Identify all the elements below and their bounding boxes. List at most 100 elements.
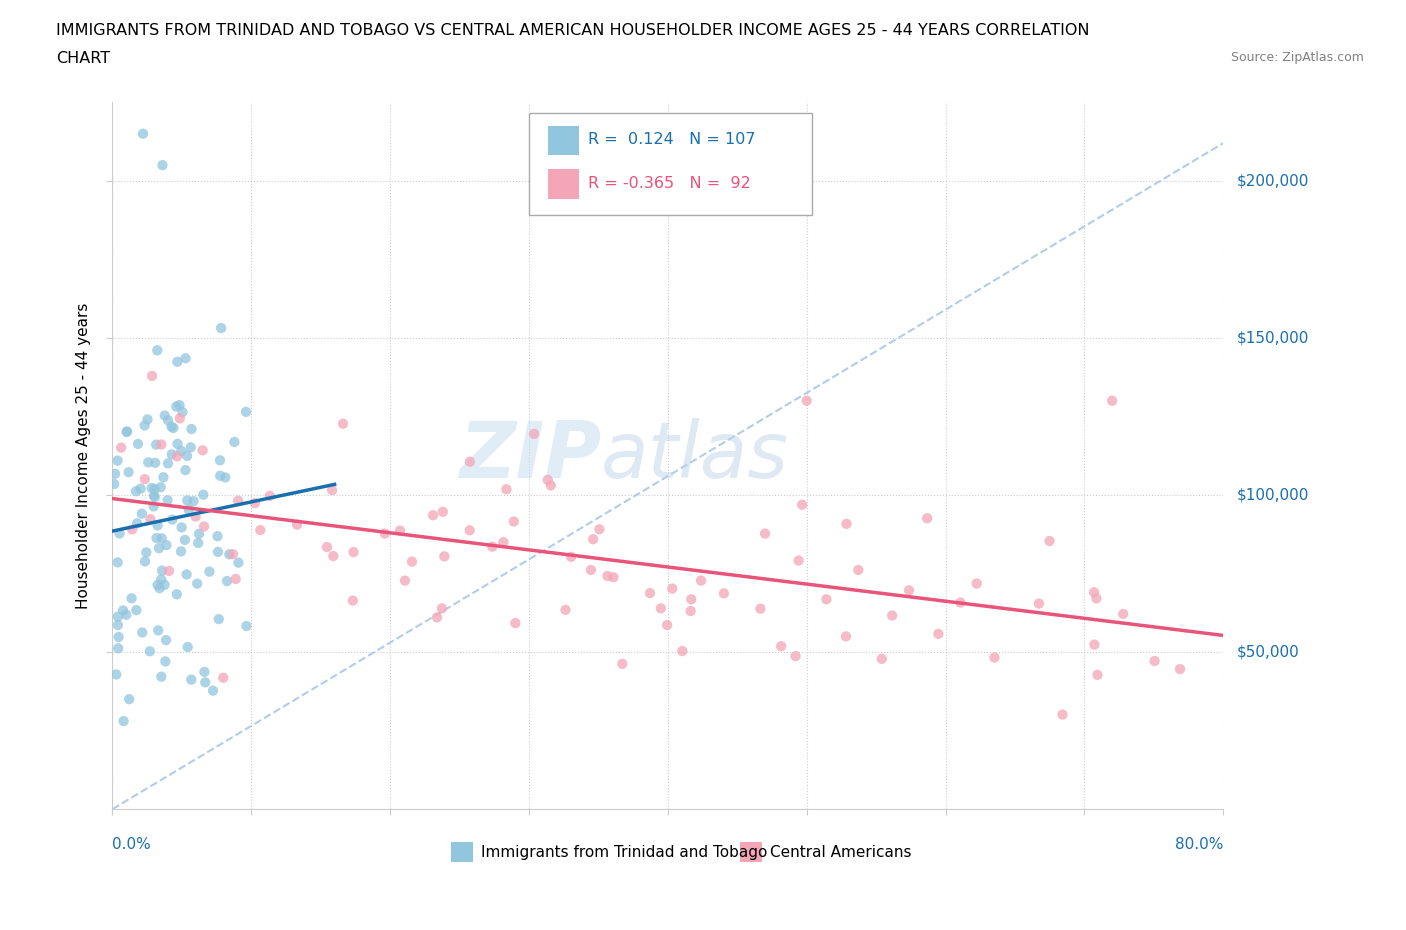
Point [198,565,221,579]
Text: 0.0%: 0.0% [112,837,152,853]
Point [142,499,165,514]
Point [170,544,193,559]
Point [374,526,396,541]
Point [139,512,162,526]
Point [927,627,949,642]
FancyBboxPatch shape [529,113,813,216]
Point [150,572,173,587]
Point [160,447,183,462]
Text: Source: ZipAtlas.com: Source: ZipAtlas.com [1230,51,1364,64]
Point [152,470,174,485]
Bar [548,169,579,199]
Point [388,524,411,538]
Point [983,650,1005,665]
Point [243,496,266,511]
Point [209,469,232,484]
Point [215,574,238,589]
Point [132,126,155,141]
Point [207,529,229,544]
Point [787,553,810,568]
Point [105,667,128,682]
Point [136,412,159,427]
Text: IMMIGRANTS FROM TRINIDAD AND TOBAGO VS CENTRAL AMERICAN HOUSEHOLDER INCOME AGES : IMMIGRANTS FROM TRINIDAD AND TOBAGO VS C… [56,23,1090,38]
Point [145,531,167,546]
Point [259,488,281,503]
Point [754,526,776,541]
Point [107,453,129,468]
Point [150,564,173,578]
Point [1168,661,1191,676]
Point [143,456,166,471]
Point [174,462,197,477]
Point [149,580,172,595]
Point [713,586,735,601]
Point [495,482,517,497]
Point [249,523,271,538]
Point [285,517,308,532]
Point [1083,585,1105,600]
Point [131,506,153,521]
Point [148,540,170,555]
Point [193,664,215,679]
Point [432,504,454,519]
Point [177,502,200,517]
Point [560,550,582,565]
Point [146,343,169,358]
Point [131,625,153,640]
Point [235,405,257,419]
Point [125,603,148,618]
Point [115,607,138,622]
Point [115,425,138,440]
Point [394,573,416,588]
Point [115,424,138,439]
Point [107,630,129,644]
Point [681,591,703,606]
Point [156,493,179,508]
Point [882,608,904,623]
Point [118,692,141,707]
Bar [451,843,474,862]
Point [1028,596,1050,611]
Point [125,484,148,498]
Point [679,604,702,618]
Point [176,567,198,582]
Point [194,675,217,690]
Point [152,158,174,173]
Point [149,480,172,495]
Point [150,437,173,452]
Point [136,455,159,470]
Point [104,466,127,481]
Point [166,354,188,369]
Point [433,549,456,564]
Point [612,657,634,671]
Text: ZIP: ZIP [458,418,602,494]
Point [870,651,893,666]
Point [226,493,249,508]
Point [117,465,139,480]
Point [180,421,202,436]
Text: $100,000: $100,000 [1237,487,1309,502]
Point [208,612,231,627]
Point [342,545,364,560]
Point [321,483,343,498]
Point [638,586,661,601]
Point [458,454,481,469]
Point [143,482,166,497]
Point [1052,707,1074,722]
Point [155,654,177,669]
Point [540,478,562,493]
Point [134,472,156,486]
Point [107,641,129,656]
Text: atlas: atlas [602,418,789,494]
Text: Immigrants from Trinidad and Tobago: Immigrants from Trinidad and Tobago [481,844,768,859]
Point [166,436,188,451]
Point [332,417,354,432]
Point [342,593,364,608]
Point [650,601,672,616]
Point [207,544,229,559]
Point [796,393,818,408]
Point [209,321,232,336]
Point [602,570,624,585]
Point [218,547,240,562]
Point [166,587,188,602]
